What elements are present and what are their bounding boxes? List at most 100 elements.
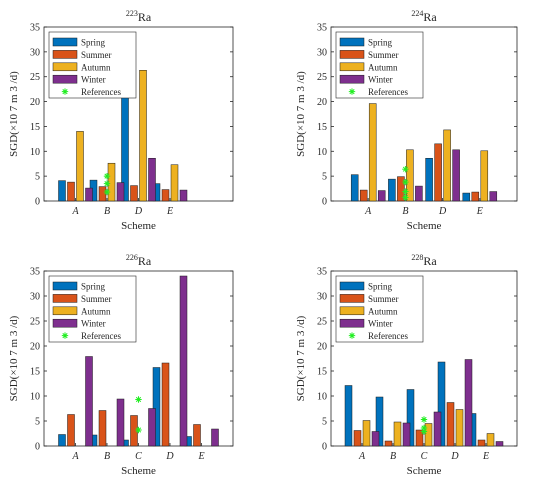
y-tick-label: 30 — [317, 47, 327, 58]
chart-panel-223: 0 5 10 15 20 25 30 35 A B D E Scheme SGD(×10 7 m 3 /d… — [8, 9, 234, 232]
chart-title-superscript: 228 — [411, 253, 423, 262]
y-tick-label: 10 — [30, 147, 40, 158]
y-axis-label: SGD(×10 7 m 3 /d) — [8, 315, 20, 401]
legend-swatch-winter — [52, 318, 78, 328]
reference-marker-stroke — [135, 427, 142, 433]
reference-marker — [420, 428, 428, 435]
bar-autumn-D — [139, 70, 147, 202]
legend-swatch-autumn — [52, 62, 78, 72]
legend-swatch-autumn — [339, 62, 365, 72]
bar-spring-E — [462, 192, 471, 202]
y-tick-label: 15 — [30, 122, 40, 133]
bar-winter-E — [179, 189, 188, 202]
y-tick-label: 25 — [317, 72, 327, 83]
legend: Spring Summer Autumn Winter References — [48, 275, 137, 343]
bar-winter-E — [489, 191, 498, 202]
bar-spring-B — [375, 396, 384, 447]
bar-spring-D — [437, 361, 446, 447]
chart-panel-228: 0 5 10 15 20 25 30 35 A B C D E Scheme SGD(×10 7 m 3 /… — [295, 253, 518, 477]
y-tick-label: 5 — [35, 172, 40, 183]
bar-summer-E — [477, 439, 486, 447]
legend-label-autumn: Autumn — [81, 62, 111, 72]
bar-spring-C — [406, 389, 415, 447]
reference-marker — [402, 188, 409, 195]
legend-label-spring: Spring — [368, 38, 393, 48]
axes-box — [330, 26, 518, 202]
reference-marker-stroke — [349, 333, 355, 339]
bar-summer-E — [193, 424, 201, 447]
legend-swatch-autumn — [339, 306, 365, 316]
chart-title-main: Ra — [138, 10, 152, 24]
legend-label-winter: Winter — [368, 319, 393, 329]
bar-autumn-B — [393, 421, 402, 447]
y-tick-label: 10 — [317, 147, 327, 158]
reference-marker-stroke — [421, 416, 427, 423]
bar-spring-D — [425, 157, 433, 202]
x-tick-label: D — [450, 451, 459, 462]
reference-marker-stroke — [62, 89, 68, 95]
reference-marker — [135, 396, 142, 403]
reference-marker — [420, 416, 428, 423]
y-tick-label: 0 — [35, 442, 40, 453]
bar-winter-D — [464, 359, 473, 447]
chart-title-superscript: 224 — [411, 9, 423, 18]
x-axis-label: Scheme — [407, 220, 442, 232]
bar-summer-A — [67, 181, 75, 202]
reference-marker-stroke — [421, 428, 427, 435]
bar-summer-D — [130, 185, 138, 202]
y-tick-label: 20 — [30, 342, 40, 353]
bar-winter-B — [116, 398, 125, 447]
legend-label-references: References — [81, 331, 121, 341]
legend-label-autumn: Autumn — [368, 306, 398, 316]
y-tick-label: 35 — [317, 267, 327, 278]
x-tick-label: C — [135, 451, 142, 462]
chart-title: 226Ra — [126, 253, 152, 268]
x-tick-label: A — [364, 206, 372, 217]
x-axis-label: Scheme — [121, 465, 156, 477]
legend-label-spring: Spring — [81, 38, 106, 48]
y-tick-label: 15 — [317, 367, 327, 378]
bar-spring-D — [152, 367, 161, 447]
reference-marker — [402, 165, 409, 173]
legend-swatch-winter — [339, 74, 365, 84]
legend-label-autumn: Autumn — [81, 306, 111, 316]
bar-winter-B — [116, 182, 125, 202]
y-tick-label: 0 — [322, 442, 327, 453]
x-tick-label: B — [104, 206, 110, 217]
bar-spring-B — [388, 178, 396, 202]
reference-marker — [61, 332, 69, 339]
reference-marker — [103, 180, 111, 187]
y-tick-label: 10 — [317, 392, 327, 403]
x-tick-label: D — [134, 206, 143, 217]
bar-winter-E — [495, 441, 504, 447]
y-axis-label: SGD(×10 7 m 3 /d) — [8, 71, 20, 157]
legend-swatch-summer — [339, 294, 365, 303]
legend-swatch-spring — [339, 37, 365, 47]
reference-marker — [348, 332, 356, 339]
bar-spring-A — [58, 180, 66, 202]
bar-winter-A — [371, 431, 380, 447]
legend-label-summer: Summer — [81, 294, 112, 304]
reference-marker — [103, 172, 111, 180]
chart-title-main: Ra — [423, 254, 437, 268]
legend-swatch-winter — [339, 318, 365, 328]
reference-marker-stroke — [402, 194, 408, 201]
legend-label-winter: Winter — [368, 75, 393, 85]
chart-title: 223Ra — [126, 9, 152, 24]
legend-swatch-summer — [52, 294, 78, 303]
x-tick-label: D — [165, 451, 174, 462]
legend-label-spring: Spring — [368, 282, 393, 292]
legend-swatch-spring — [52, 37, 78, 47]
bar-summer-B — [98, 410, 107, 447]
legend-label-winter: Winter — [81, 75, 106, 85]
bar-autumn-E — [170, 164, 179, 202]
x-tick-label: B — [402, 206, 408, 217]
legend-swatch-summer — [52, 50, 78, 59]
bar-summer-A — [67, 414, 75, 447]
y-tick-label: 30 — [30, 47, 40, 58]
y-tick-label: 20 — [317, 342, 327, 353]
bar-spring-A — [344, 385, 353, 447]
legend-label-references: References — [81, 87, 121, 97]
bar-autumn-D — [455, 409, 464, 447]
reference-marker — [402, 178, 409, 186]
